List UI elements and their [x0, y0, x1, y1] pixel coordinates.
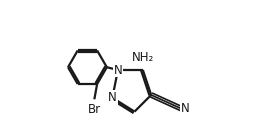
- Text: NH₂: NH₂: [132, 51, 154, 64]
- Text: N: N: [181, 102, 190, 115]
- Text: N: N: [114, 64, 122, 76]
- Text: Br: Br: [88, 103, 101, 116]
- Text: N: N: [108, 91, 117, 104]
